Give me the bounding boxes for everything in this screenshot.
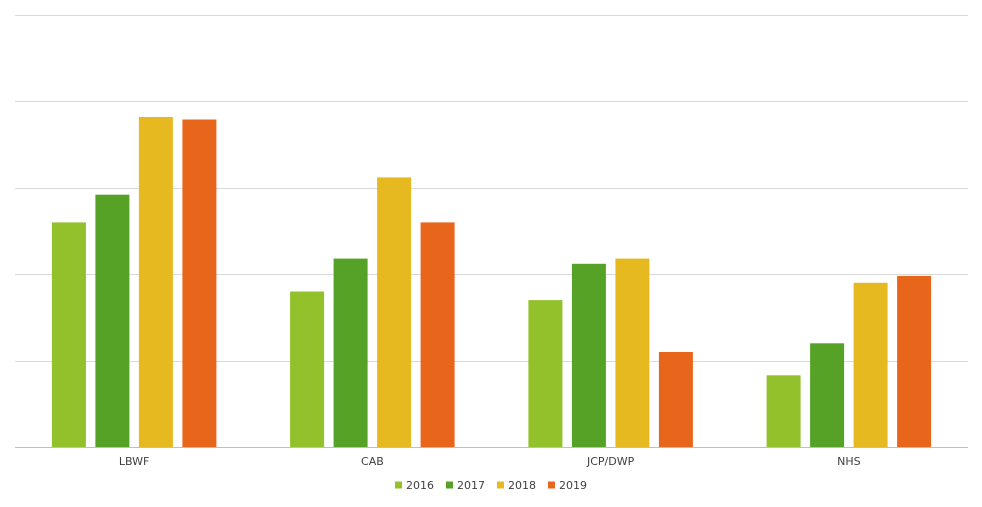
legend-label-2019: 2019 [559,479,587,492]
bar-2017-lbwf [95,194,130,447]
gridlines [15,15,968,362]
category-label: NHS [837,455,861,468]
legend-label-2018: 2018 [508,479,536,492]
legend: 2016 2017 2018 2019 [395,479,587,492]
bar-2019-nhs [897,275,932,447]
category-label: LBWF [119,455,150,468]
legend-swatch-2017 [446,481,453,489]
bars [51,117,932,447]
bar-2017-cab [333,258,368,447]
category-label: CAB [361,455,384,468]
bar-2019-cab [420,222,455,447]
bar-2018-lbwf [138,117,173,447]
legend-label-2017: 2017 [457,479,485,492]
legend-label-2016: 2016 [406,479,434,492]
bar-2017-jcp-dwp [571,263,606,447]
legend-swatch-2018 [497,481,504,489]
bar-2016-cab [290,291,325,447]
bar-2018-cab [377,177,412,447]
bar-2018-nhs [853,282,888,447]
x-axis: LBWF CAB JCP/DWP NHS [15,447,968,468]
bar-2016-jcp-dwp [528,300,563,447]
category-label: JCP/DWP [586,455,635,468]
bar-2016-nhs [766,375,801,447]
bar-2019-jcp-dwp [658,352,693,447]
legend-swatch-2019 [548,481,555,489]
bar-2019-lbwf [182,119,217,447]
bar-2017-nhs [810,343,845,447]
bar-2016-lbwf [51,222,86,447]
bar-2018-jcp-dwp [615,258,650,447]
legend-swatch-2016 [395,481,402,489]
